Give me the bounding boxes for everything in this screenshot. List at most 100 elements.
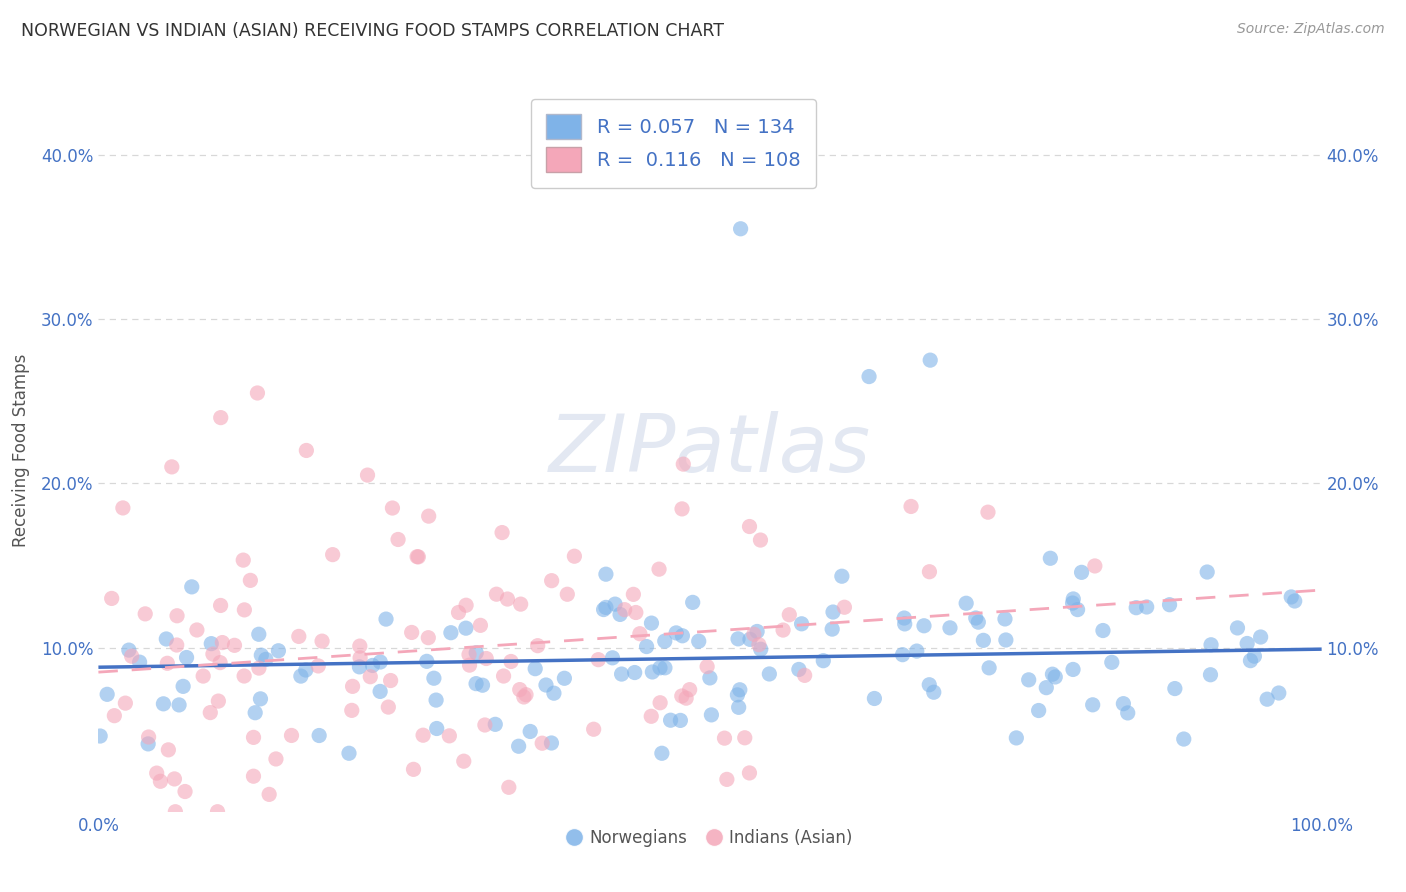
Point — [509, 597, 531, 611]
Point — [1236, 636, 1258, 650]
Point — [671, 502, 693, 516]
Point — [531, 736, 554, 750]
Point — [858, 369, 880, 384]
Text: ZIPatlas: ZIPatlas — [548, 411, 872, 490]
Point — [834, 600, 856, 615]
Point — [89, 729, 111, 743]
Point — [456, 599, 478, 613]
Point — [1199, 667, 1222, 681]
Point — [155, 632, 177, 646]
Point — [233, 669, 256, 683]
Point — [700, 707, 723, 722]
Point — [513, 690, 536, 704]
Point — [1159, 598, 1181, 612]
Point — [515, 688, 537, 702]
Point — [257, 788, 280, 802]
Point — [156, 657, 179, 671]
Point — [582, 723, 605, 737]
Point — [465, 646, 488, 660]
Point — [200, 637, 222, 651]
Point — [458, 648, 481, 662]
Point — [821, 605, 844, 619]
Point — [439, 729, 461, 743]
Point — [1081, 698, 1104, 712]
Point — [1250, 630, 1272, 644]
Point — [553, 671, 575, 685]
Point — [375, 612, 398, 626]
Point — [526, 639, 548, 653]
Point — [1039, 551, 1062, 566]
Point — [728, 682, 751, 697]
Point — [994, 612, 1017, 626]
Point — [640, 709, 662, 723]
Point — [176, 650, 198, 665]
Point — [475, 651, 498, 665]
Point — [595, 600, 617, 615]
Point — [423, 671, 446, 685]
Point — [1084, 558, 1107, 573]
Point — [592, 602, 614, 616]
Point — [920, 353, 942, 368]
Point — [138, 730, 160, 744]
Point — [918, 565, 941, 579]
Point — [640, 616, 662, 631]
Point — [540, 736, 562, 750]
Point — [211, 635, 233, 649]
Point — [609, 607, 631, 622]
Point — [1256, 692, 1278, 706]
Point — [209, 656, 232, 670]
Point — [1279, 590, 1302, 604]
Point — [361, 658, 384, 673]
Point — [623, 665, 645, 680]
Point — [491, 525, 513, 540]
Point — [160, 459, 183, 474]
Point — [232, 553, 254, 567]
Point — [128, 655, 150, 669]
Point — [426, 722, 449, 736]
Point — [725, 688, 748, 702]
Point — [233, 603, 256, 617]
Point — [453, 754, 475, 768]
Point — [474, 718, 496, 732]
Point — [416, 654, 439, 668]
Point — [675, 691, 697, 706]
Point — [900, 500, 922, 514]
Point — [377, 700, 399, 714]
Point — [679, 682, 702, 697]
Point — [1070, 566, 1092, 580]
Point — [402, 763, 425, 777]
Point — [1173, 732, 1195, 747]
Point — [165, 805, 187, 819]
Point — [207, 805, 229, 819]
Point — [730, 221, 752, 235]
Point — [387, 533, 409, 547]
Point — [166, 638, 188, 652]
Point — [242, 731, 264, 745]
Point — [471, 678, 494, 692]
Point — [602, 650, 624, 665]
Point — [247, 627, 270, 641]
Point — [1091, 624, 1114, 638]
Point — [163, 772, 186, 786]
Point — [118, 643, 141, 657]
Point — [152, 697, 174, 711]
Point — [671, 629, 693, 643]
Point — [484, 717, 506, 731]
Point — [1268, 686, 1291, 700]
Point — [1062, 596, 1084, 610]
Point — [979, 661, 1001, 675]
Point — [349, 639, 371, 653]
Point — [905, 644, 928, 658]
Point — [157, 743, 180, 757]
Point — [1066, 602, 1088, 616]
Point — [288, 629, 311, 643]
Point — [103, 708, 125, 723]
Point — [813, 654, 835, 668]
Point — [540, 574, 562, 588]
Point — [465, 676, 488, 690]
Point — [440, 625, 463, 640]
Point — [654, 661, 676, 675]
Point — [603, 597, 626, 611]
Point — [972, 633, 994, 648]
Point — [787, 662, 810, 676]
